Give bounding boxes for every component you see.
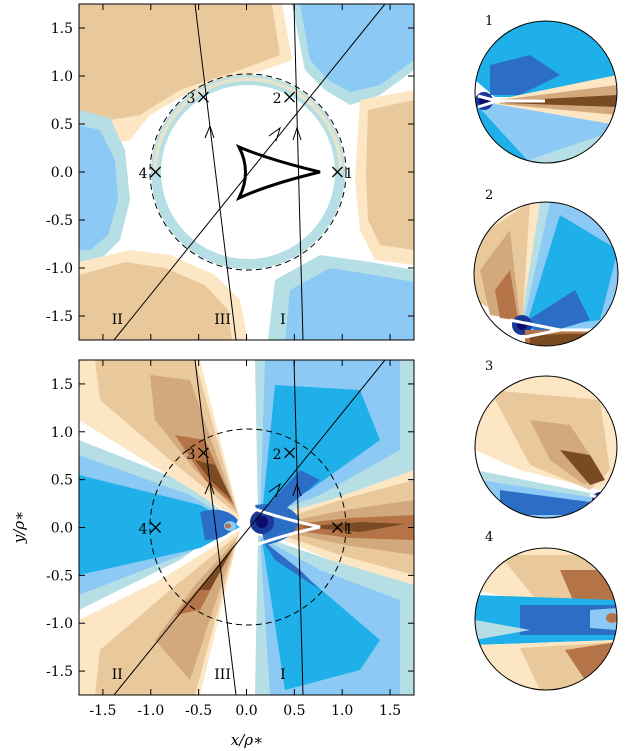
point-label: 3 bbox=[187, 91, 196, 107]
point-marker bbox=[331, 166, 343, 178]
point-marker bbox=[150, 166, 162, 178]
y-tick-label: 1.5 bbox=[51, 21, 73, 37]
y-tick-label: 0.0 bbox=[51, 165, 73, 181]
point-marker bbox=[197, 91, 209, 103]
x-tick-label: -0.5 bbox=[185, 703, 212, 719]
track-label: III bbox=[214, 667, 231, 683]
x-tick-label: 0.5 bbox=[283, 703, 305, 719]
arrow-track-II-top bbox=[268, 126, 281, 142]
track-line-II-bottom bbox=[113, 360, 386, 695]
arrow-track-I-top bbox=[292, 126, 302, 141]
inset-label-2: 2 bbox=[485, 188, 493, 203]
track-line-III bbox=[194, 4, 237, 340]
point-marker bbox=[284, 91, 296, 103]
inset-1: 1 bbox=[474, 14, 618, 164]
inset-3: 3 bbox=[474, 359, 618, 519]
track-label: I bbox=[280, 667, 286, 683]
point-label: 4 bbox=[139, 166, 148, 182]
arrow-track-I-bottom bbox=[292, 482, 302, 497]
track-line-I-bottom bbox=[293, 360, 304, 695]
y-tick-label: -1.0 bbox=[46, 616, 73, 632]
y-tick-label: 0.0 bbox=[51, 521, 73, 537]
y-tick-label: -1.0 bbox=[46, 261, 73, 277]
caustic-bottom bbox=[235, 499, 321, 556]
track-line-II bbox=[113, 4, 386, 340]
track-label: II bbox=[112, 312, 123, 328]
bottom-tracks bbox=[113, 360, 386, 695]
y-axis-label: y/ρ∗ bbox=[10, 511, 28, 545]
arrow-track-II-bottom bbox=[268, 482, 281, 498]
y-tick-label: 1.0 bbox=[51, 425, 73, 441]
point-marker bbox=[284, 447, 296, 459]
arrow-track-III-top bbox=[204, 124, 215, 139]
point-label: 1 bbox=[344, 522, 353, 538]
x-tick-label: -1.0 bbox=[137, 703, 164, 719]
x-tick-label: -1.5 bbox=[89, 703, 116, 719]
y-tick-label: 0.5 bbox=[51, 117, 73, 133]
track-label: I bbox=[280, 312, 286, 328]
x-tick-label: 1.5 bbox=[379, 703, 401, 719]
source-circle-bottom bbox=[149, 428, 347, 626]
x-axis-label: x/ρ∗ bbox=[231, 731, 264, 749]
inset-label-1: 1 bbox=[485, 14, 493, 29]
point-marker bbox=[150, 522, 162, 533]
inset-2: 2 bbox=[473, 188, 619, 347]
point-label: 4 bbox=[139, 522, 148, 538]
y-tick-label: 1.5 bbox=[51, 377, 73, 393]
inset-4: 4 bbox=[474, 530, 618, 691]
inset-label-3: 3 bbox=[485, 359, 493, 374]
y-tick-label: -1.5 bbox=[46, 664, 73, 680]
point-label: 3 bbox=[187, 447, 196, 463]
y-tick-label: -0.5 bbox=[46, 568, 73, 584]
inset-label-4: 4 bbox=[485, 530, 493, 545]
track-label: III bbox=[214, 312, 231, 328]
y-tick-label: 1.0 bbox=[51, 69, 73, 85]
x-tick-label: 0.0 bbox=[235, 703, 257, 719]
x-tick-label: 1.0 bbox=[331, 703, 353, 719]
source-circle bbox=[149, 73, 347, 271]
track-line-III-bottom bbox=[194, 360, 237, 695]
point-marker bbox=[197, 447, 209, 459]
point-label: 2 bbox=[273, 447, 282, 463]
track-label: II bbox=[112, 667, 123, 683]
arrow-track-III-bottom bbox=[204, 480, 215, 495]
y-tick-label: -0.5 bbox=[46, 213, 73, 229]
y-tick-label: -1.5 bbox=[46, 309, 73, 325]
bottom-heatmap bbox=[79, 360, 414, 695]
point-marker bbox=[331, 522, 343, 533]
y-tick-label: 0.5 bbox=[51, 473, 73, 489]
point-label: 1 bbox=[344, 166, 353, 182]
axes: 1.5 1.0 0.5 0.0 -0.5 -1.0 -1.5 1.5 1.0 0.5 0.0 -0.5… bbox=[46, 4, 414, 719]
point-label: 2 bbox=[273, 91, 282, 107]
top-tracks bbox=[113, 4, 386, 340]
track-line-I bbox=[293, 4, 304, 340]
